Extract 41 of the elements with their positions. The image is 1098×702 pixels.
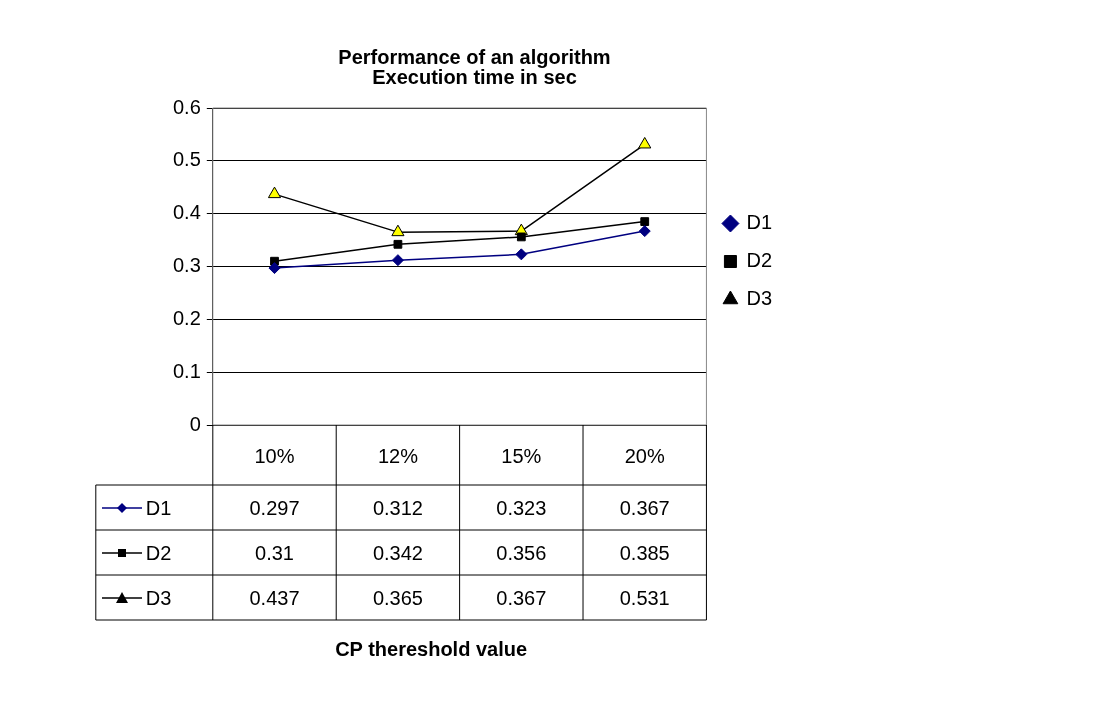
text: D3 bbox=[145, 587, 172, 610]
data-label: 0.385 bbox=[619, 542, 670, 565]
y-tick-label: 0.4 bbox=[172, 201, 201, 224]
legend-label: D3 bbox=[746, 287, 773, 310]
text: D1 bbox=[145, 497, 172, 520]
x-tick-label: 20% bbox=[624, 444, 665, 467]
data-label: 0.342 bbox=[372, 542, 423, 565]
point bbox=[516, 232, 526, 242]
data-label: 0.356 bbox=[496, 542, 547, 565]
data-label: 0.367 bbox=[496, 587, 547, 610]
y-tick-label: 0.6 bbox=[172, 95, 201, 118]
chart-title: Performance of an algorithm bbox=[338, 45, 611, 68]
point bbox=[268, 262, 281, 275]
data-label: 0.323 bbox=[496, 497, 547, 520]
point bbox=[267, 186, 282, 199]
text: CP thereshold value bbox=[335, 637, 528, 660]
legend-label: D1 bbox=[746, 211, 773, 234]
point bbox=[640, 217, 650, 226]
data-label: 0.297 bbox=[249, 497, 300, 520]
y-tick-label: 0 bbox=[189, 412, 201, 435]
x-tick-label: 12% bbox=[377, 444, 419, 467]
point bbox=[515, 248, 528, 261]
point bbox=[391, 224, 405, 237]
data-label: 0.367 bbox=[619, 497, 670, 520]
x-tick-label: 15% bbox=[501, 444, 542, 467]
data-label: 0.365 bbox=[372, 587, 423, 610]
text: D2 bbox=[145, 542, 172, 565]
point bbox=[391, 254, 404, 267]
point bbox=[393, 239, 403, 249]
point bbox=[638, 225, 651, 238]
x-tick-label: 10% bbox=[254, 444, 295, 467]
point bbox=[638, 136, 652, 149]
data-label: 0.31 bbox=[255, 542, 294, 565]
legend-label: D2 bbox=[746, 249, 773, 272]
y-tick-label: 0.5 bbox=[172, 148, 201, 171]
data-label: 0.531 bbox=[619, 587, 670, 610]
y-tick-label: 0.1 bbox=[172, 359, 201, 382]
y-tick-label: 0.3 bbox=[172, 254, 201, 277]
data-label: 0.437 bbox=[249, 587, 300, 610]
data-label: 0.312 bbox=[372, 497, 423, 520]
y-tick-label: 0.2 bbox=[172, 306, 201, 329]
